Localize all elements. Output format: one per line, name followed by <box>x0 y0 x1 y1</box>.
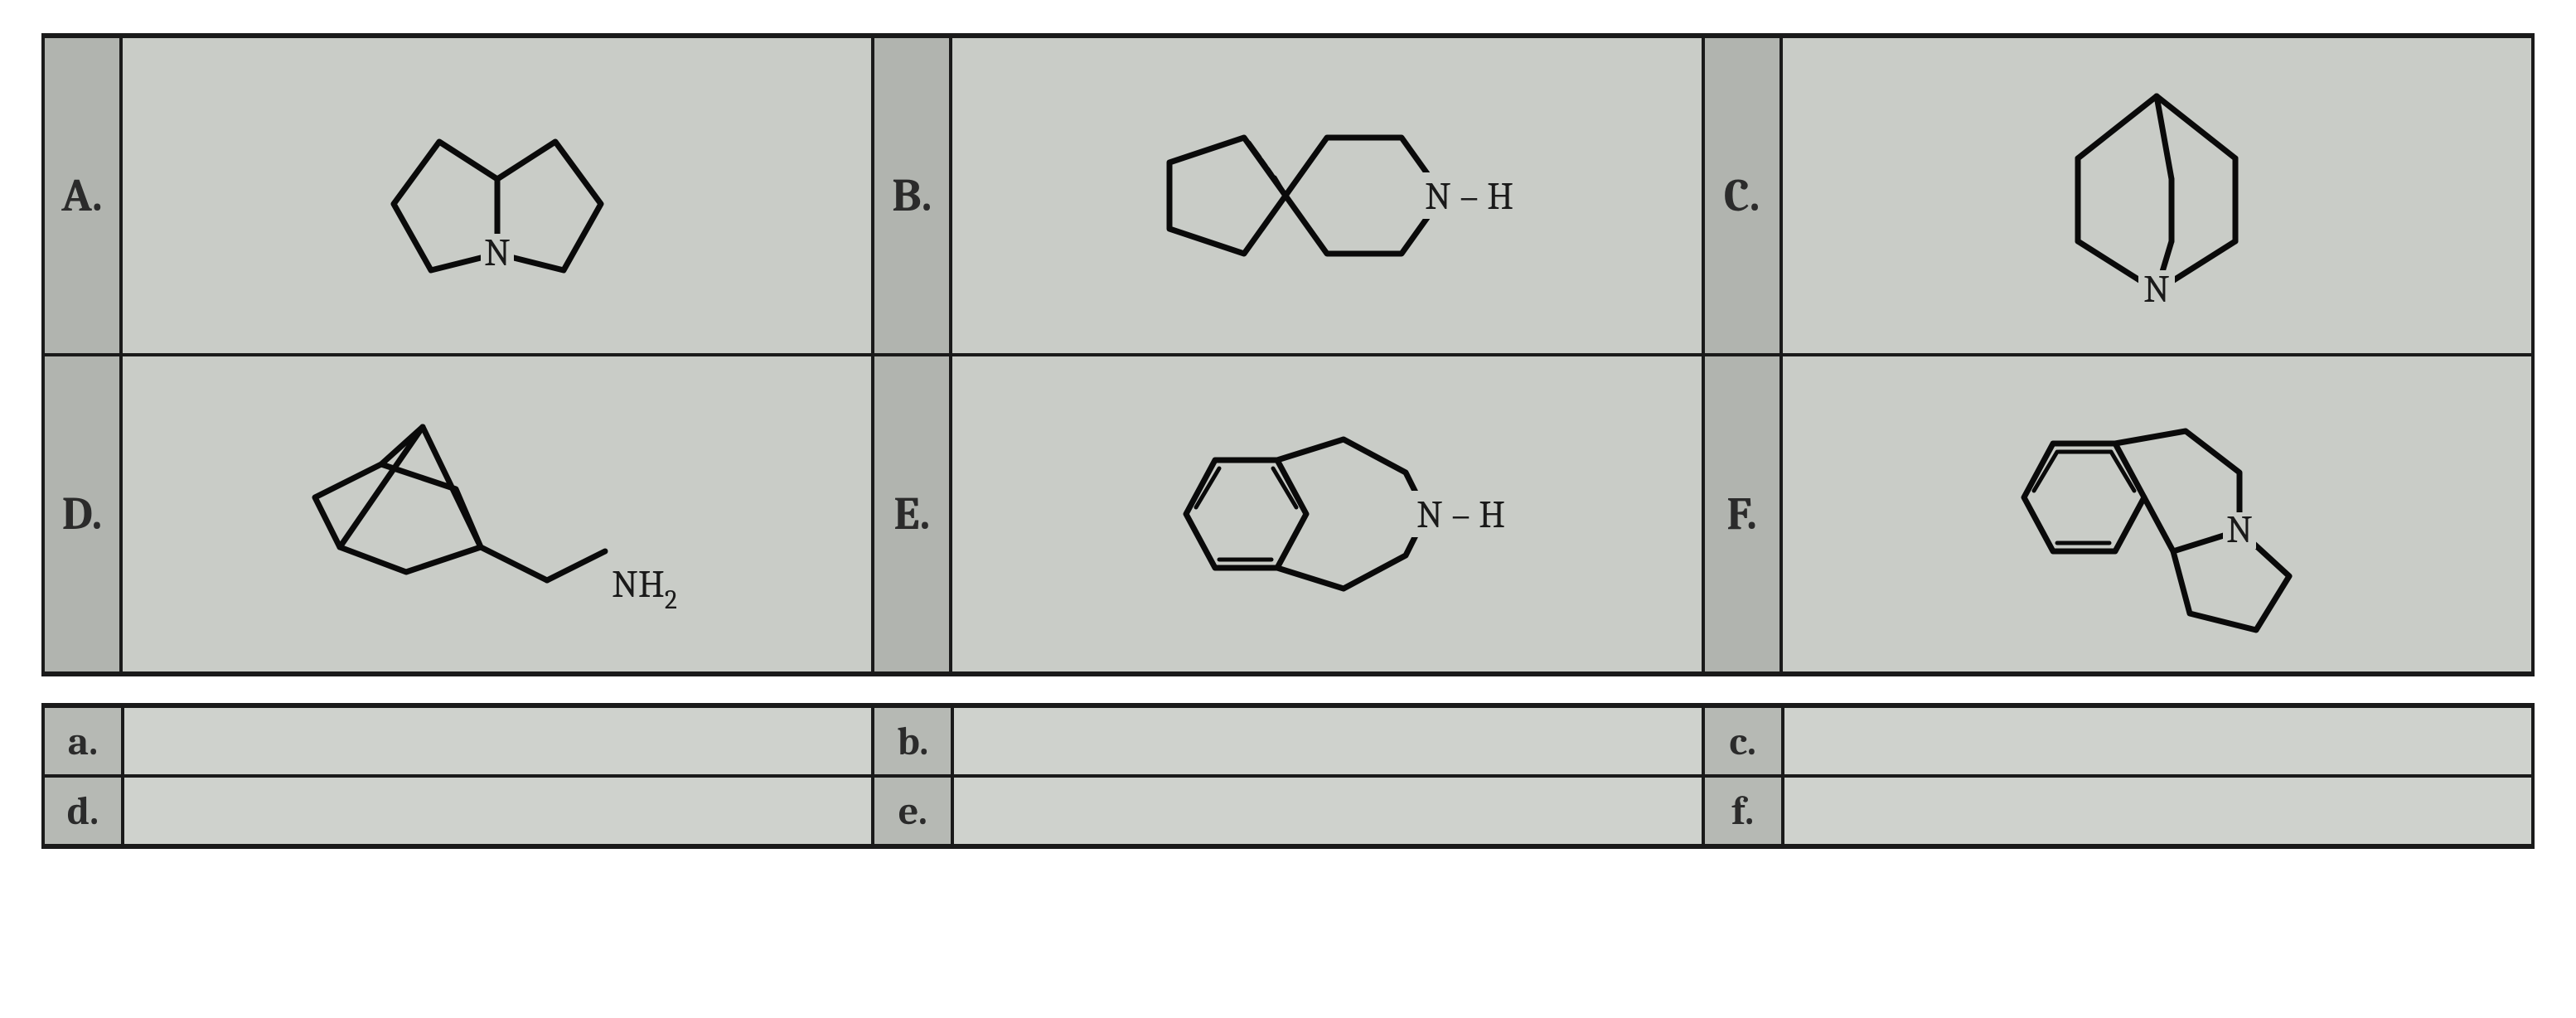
structure-cell-B: N – H <box>951 36 1702 355</box>
structure-E-svg: N – H <box>1095 390 1559 638</box>
answer-label-f: f. <box>1703 776 1783 846</box>
structure-label-D: D. <box>43 355 121 674</box>
table-row: A. N <box>43 36 2533 355</box>
structure-label-E: E. <box>873 355 951 674</box>
answer-label-b: b. <box>873 705 952 776</box>
answer-blank-c <box>1783 705 2533 776</box>
structures-table: A. N <box>41 33 2535 676</box>
structure-E-NH-label: N – H <box>1416 493 1505 537</box>
answer-blank-b <box>952 705 1702 776</box>
structure-F-svg: N <box>1941 381 2372 647</box>
structure-A-svg: N N <box>348 80 646 312</box>
table-row: a. b. c. <box>43 705 2533 776</box>
structure-cell-E: N – H <box>951 355 1702 674</box>
answer-label-c: c. <box>1703 705 1783 776</box>
answer-blank-e <box>952 776 1702 846</box>
structure-F-N-label: N <box>2226 508 2253 552</box>
structure-A-N-label-front: N <box>484 231 511 275</box>
table-row: D. <box>43 355 2533 674</box>
table-gap <box>41 676 2535 703</box>
answers-table: a. b. c. d. e. f. <box>41 703 2535 849</box>
page: A. N <box>0 0 2576 882</box>
structure-C-svg: N <box>1999 63 2314 328</box>
structure-B-svg: N – H <box>1111 80 1542 312</box>
answer-label-e: e. <box>873 776 952 846</box>
structure-D-NH2-label: NH2 <box>612 563 677 615</box>
answer-blank-a <box>123 705 873 776</box>
answer-blank-f <box>1783 776 2533 846</box>
structure-label-A: A. <box>43 36 121 355</box>
structure-B-NH-label: N – H <box>1425 175 1513 219</box>
structure-label-B: B. <box>873 36 951 355</box>
structure-label-C: C. <box>1703 36 1781 355</box>
structure-cell-A: N N <box>121 36 873 355</box>
structure-D-svg: NH2 <box>265 390 729 638</box>
answer-label-d: d. <box>43 776 123 846</box>
structure-C-N-label: N <box>2143 268 2170 312</box>
answer-blank-d <box>123 776 873 846</box>
structure-cell-D: NH2 <box>121 355 873 674</box>
structure-cell-C: N <box>1781 36 2533 355</box>
answer-label-a: a. <box>43 705 123 776</box>
table-row: d. e. f. <box>43 776 2533 846</box>
structure-label-F: F. <box>1703 355 1781 674</box>
structure-cell-F: N <box>1781 355 2533 674</box>
